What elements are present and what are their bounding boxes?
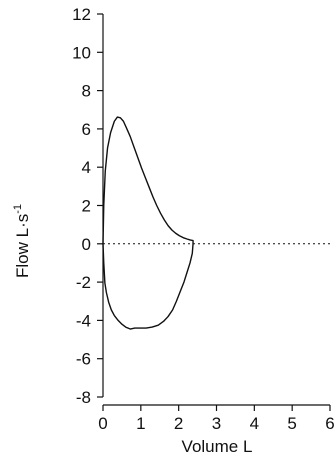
y-tick-label: 12 [72,5,91,24]
x-tick-label: 4 [250,414,259,433]
x-tick-label: 5 [287,414,296,433]
y-tick-label: -2 [76,273,91,292]
y-tick-label: 0 [82,235,91,254]
x-axis-title: Volume L [182,437,253,456]
y-tick-label: -4 [76,311,91,330]
axes [102,14,330,406]
x-tick-label: 1 [136,414,145,433]
y-tick-label: 8 [82,82,91,101]
x-tick-label: 3 [212,414,221,433]
y-tick-label: -6 [76,350,91,369]
y-tick-label: 4 [82,158,91,177]
y-tick-label: 2 [82,197,91,216]
series-layer [102,116,194,330]
y-axis-ticks: -8 -6 -4 -2 0 2 4 6 8 10 12 [72,5,103,407]
x-axis-ticks: 0 1 2 3 4 5 6 [98,405,335,433]
y-axis-title: Flow L·s-1 [12,204,32,278]
y-tick-label: 6 [82,120,91,139]
flow-volume-loop-line [102,116,194,330]
y-tick-label: 10 [72,43,91,62]
y-tick-label: -8 [76,388,91,407]
x-tick-label: 0 [98,414,107,433]
x-tick-label: 2 [174,414,183,433]
x-tick-label: 6 [325,414,334,433]
y-axis-title-main: Flow L·s [13,214,32,278]
y-axis-title-superscript: -1 [12,204,24,214]
